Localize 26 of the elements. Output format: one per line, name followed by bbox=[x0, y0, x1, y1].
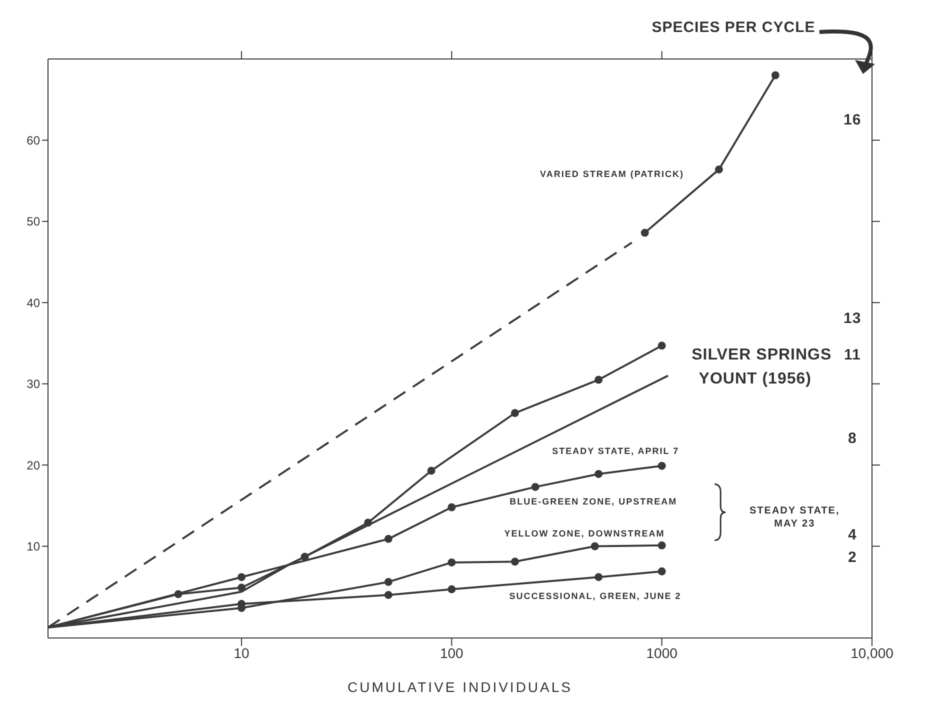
y-tick-label: 10 bbox=[26, 539, 40, 554]
annotation: STEADY STATE, APRIL 7 bbox=[552, 446, 680, 456]
annotation: 13 bbox=[844, 310, 862, 328]
annotation: STEADY STATE, MAY 23 bbox=[750, 505, 840, 530]
y-tick-label: 40 bbox=[26, 296, 40, 310]
annotation: YOUNT (1956) bbox=[698, 370, 812, 388]
annotation: YELLOW ZONE, DOWNSTREAM bbox=[504, 528, 665, 539]
y-tick-label: 20 bbox=[26, 458, 40, 472]
annotation: 2 bbox=[848, 549, 857, 566]
annotation: 8 bbox=[848, 430, 857, 448]
annotation: SUCCESSIONAL, GREEN, JUNE 2 bbox=[509, 590, 682, 601]
annotation: BLUE-GREEN ZONE, UPSTREAM bbox=[510, 496, 678, 506]
x-tick-label: 10 bbox=[234, 644, 250, 661]
x-tick-label: 100 bbox=[440, 644, 464, 661]
annotation: SILVER SPRINGS bbox=[692, 346, 832, 364]
annotation: 11 bbox=[844, 346, 861, 364]
x-tick-label: 1000 bbox=[646, 644, 678, 661]
x-tick-label: 10,000 bbox=[850, 644, 894, 661]
x-axis-title: CUMULATIVE INDIVIDUALS bbox=[348, 679, 572, 695]
annotation: VARIED STREAM (PATRICK) bbox=[540, 168, 684, 179]
annotation: 4 bbox=[848, 526, 857, 544]
y-tick-label: 50 bbox=[26, 214, 40, 229]
y-tick-label: 60 bbox=[26, 133, 40, 148]
annotation: 16 bbox=[844, 112, 862, 129]
y-tick-label: 30 bbox=[26, 377, 40, 392]
text: SPECIES PER CYCLE bbox=[652, 18, 816, 36]
